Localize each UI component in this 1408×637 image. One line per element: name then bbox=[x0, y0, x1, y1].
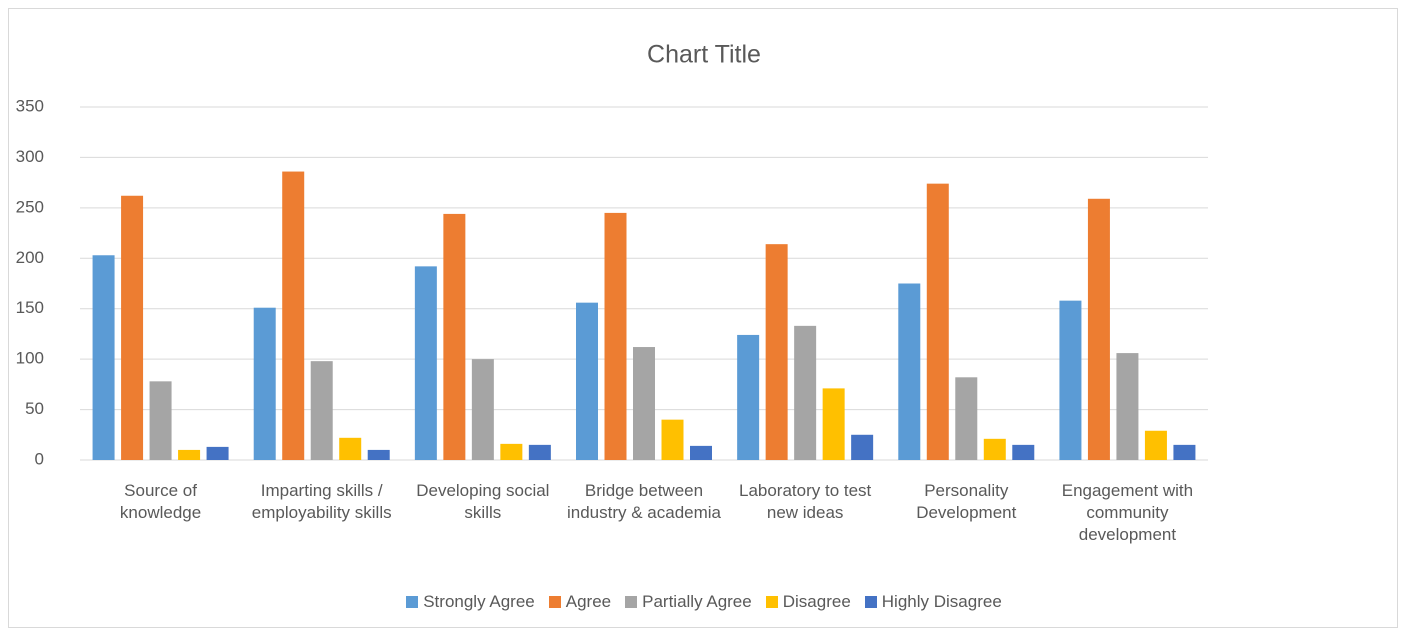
legend-item: Strongly Agree bbox=[406, 592, 535, 612]
x-tick-label: Imparting skills / employability skills bbox=[251, 481, 392, 522]
x-tick-label: Personality Development bbox=[916, 481, 1017, 522]
x-tick-label: Developing social skills bbox=[416, 481, 550, 522]
bar bbox=[765, 244, 788, 460]
legend-item: Disagree bbox=[765, 592, 851, 612]
y-tick-label: 100 bbox=[16, 349, 44, 368]
legend-swatch bbox=[548, 596, 561, 608]
legend: Strongly Agree Agree Partially Agree Disagr… bbox=[0, 592, 1408, 612]
bar bbox=[282, 171, 305, 460]
bar bbox=[604, 212, 627, 460]
legend-swatch bbox=[864, 596, 877, 608]
bar bbox=[1087, 198, 1110, 460]
x-tick-label: Engagement with community development bbox=[1061, 481, 1194, 544]
y-tick-label: 200 bbox=[16, 248, 44, 267]
bar bbox=[794, 325, 817, 460]
legend-label: Agree bbox=[565, 592, 612, 611]
bar bbox=[414, 266, 437, 460]
bar bbox=[500, 443, 523, 460]
bar bbox=[528, 444, 551, 460]
bar bbox=[253, 307, 276, 460]
y-tick-label: 0 bbox=[35, 449, 44, 468]
legend-label: Partially Agree bbox=[642, 592, 752, 611]
bar bbox=[471, 359, 494, 460]
bar bbox=[576, 302, 598, 460]
bar bbox=[178, 449, 201, 460]
bar bbox=[737, 334, 760, 460]
bar bbox=[443, 213, 466, 460]
bar bbox=[1144, 430, 1167, 460]
bar bbox=[661, 419, 684, 460]
x-tick-label: Bridge between industry & academia bbox=[566, 481, 722, 522]
legend-item: Partially Agree bbox=[625, 592, 752, 612]
bar bbox=[690, 445, 712, 460]
bar bbox=[1059, 300, 1082, 460]
legend-swatch bbox=[406, 596, 419, 608]
bar bbox=[983, 438, 1006, 460]
chart-title: Chart Title bbox=[647, 41, 761, 69]
bar bbox=[310, 361, 333, 460]
x-tick-label: Laboratory to test new ideas bbox=[738, 481, 872, 522]
bar bbox=[339, 437, 362, 460]
y-tick-label: 250 bbox=[16, 197, 44, 216]
legend-label: Strongly Agree bbox=[423, 592, 535, 611]
y-tick-label: 300 bbox=[16, 147, 44, 166]
legend-swatch bbox=[625, 596, 638, 608]
bar bbox=[633, 347, 655, 460]
bar bbox=[898, 283, 921, 460]
bar bbox=[92, 255, 115, 460]
legend-label: Disagree bbox=[782, 592, 851, 611]
y-tick-label: 150 bbox=[16, 298, 44, 317]
bar bbox=[367, 449, 390, 460]
chart-frame bbox=[8, 8, 1398, 628]
bar bbox=[121, 195, 144, 461]
y-tick-label: 350 bbox=[16, 96, 44, 115]
legend-label: Highly Disagree bbox=[881, 592, 1002, 611]
x-tick-label: Source of knowledge bbox=[119, 481, 202, 522]
bar bbox=[851, 434, 874, 460]
legend-item: Highly Disagree bbox=[864, 592, 1002, 612]
y-tick-label: 50 bbox=[25, 399, 44, 418]
bar bbox=[822, 388, 845, 460]
bar bbox=[206, 446, 229, 460]
bar bbox=[1173, 444, 1196, 460]
bar bbox=[955, 377, 978, 460]
legend-swatch bbox=[765, 596, 778, 608]
bar bbox=[1116, 353, 1139, 460]
bar bbox=[926, 183, 949, 460]
bar bbox=[1012, 444, 1035, 460]
legend-item: Agree bbox=[548, 592, 612, 612]
bar bbox=[149, 381, 172, 460]
